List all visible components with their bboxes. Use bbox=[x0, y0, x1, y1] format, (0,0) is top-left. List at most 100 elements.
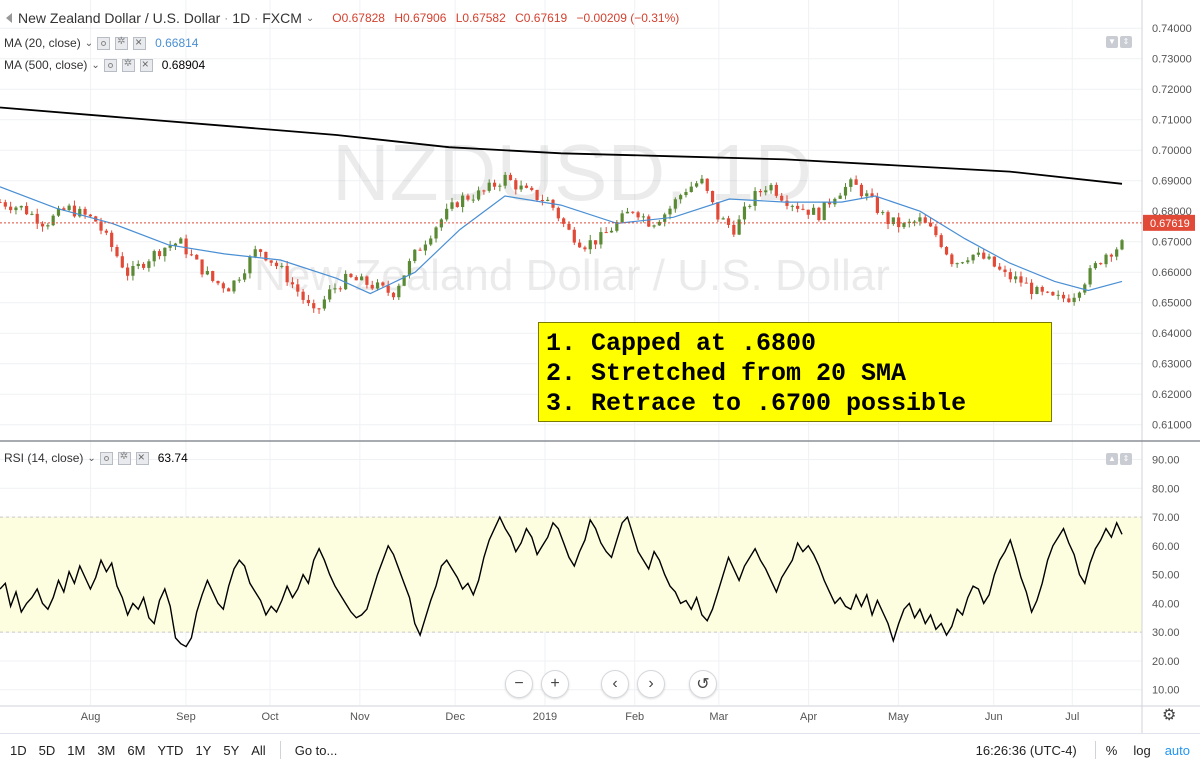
note-line-3: 3. Retrace to .6700 possible bbox=[546, 389, 967, 418]
trade-note[interactable]: 1. Capped at .6800 2. Stretched from 20 … bbox=[538, 322, 1052, 422]
candle-body bbox=[524, 185, 529, 188]
percent-toggle[interactable]: % bbox=[1105, 742, 1118, 758]
rsi-tick-label: 60.00 bbox=[1152, 541, 1180, 553]
visibility-icon[interactable] bbox=[103, 58, 117, 72]
candle-body bbox=[811, 207, 816, 215]
price-pane-controls: ▼ ⇕ bbox=[1106, 36, 1132, 48]
candle-body bbox=[870, 193, 874, 197]
range-6m-button[interactable]: 6M bbox=[127, 742, 146, 758]
goto-button[interactable]: Go to... bbox=[294, 742, 338, 758]
time-tick-label: Nov bbox=[350, 711, 370, 723]
collapse-legend-icon[interactable] bbox=[4, 12, 14, 24]
note-line-1: 1. Capped at .6800 bbox=[546, 329, 817, 358]
range-5d-button[interactable]: 5D bbox=[38, 742, 56, 758]
candle-body bbox=[290, 282, 295, 285]
price-tick-label: 0.67000 bbox=[1152, 237, 1192, 249]
rsi-pane-controls: ▲ ⇕ bbox=[1106, 453, 1132, 465]
candle-body bbox=[306, 299, 311, 304]
candle-body bbox=[1008, 272, 1012, 280]
time-axis[interactable]: Aug Sep Oct Nov Dec 2019 Feb Mar Apr May Jun Jul bbox=[81, 711, 1080, 723]
ma500-label: MA (500, close) bbox=[4, 58, 88, 72]
zoom-out-button[interactable]: − bbox=[505, 670, 533, 698]
maximize-pane-icon[interactable]: ⇕ bbox=[1120, 453, 1132, 465]
rsi-line bbox=[0, 515, 1123, 648]
candle-body bbox=[934, 226, 938, 236]
range-1d-button[interactable]: 1D bbox=[10, 742, 27, 758]
candle-body bbox=[620, 213, 624, 223]
candle-body bbox=[338, 288, 342, 290]
candle-body bbox=[774, 184, 778, 196]
candle-body bbox=[758, 191, 763, 193]
time-tick-label: Oct bbox=[261, 711, 278, 723]
candle-body bbox=[636, 212, 640, 218]
candle-body bbox=[519, 185, 523, 190]
candle-body bbox=[982, 252, 986, 259]
candle-body bbox=[40, 223, 45, 227]
rsi-axis[interactable]: 90.00 80.00 70.00 60.00 50.00 40.00 30.00 20.00… bbox=[1152, 455, 1180, 697]
remove-icon[interactable] bbox=[135, 450, 149, 465]
visibility-icon[interactable] bbox=[99, 451, 113, 465]
candle-body bbox=[349, 273, 353, 278]
candlestick-series bbox=[0, 171, 1124, 314]
chevron-down-icon[interactable]: ⌄ bbox=[305, 12, 315, 24]
chevron-down-icon[interactable]: ⌄ bbox=[91, 59, 100, 71]
settings-icon[interactable] bbox=[121, 58, 135, 72]
range-all-button[interactable]: All bbox=[251, 742, 266, 758]
candle-body bbox=[822, 201, 826, 221]
candle-body bbox=[684, 192, 688, 196]
price-tick-label: 0.62000 bbox=[1152, 389, 1192, 401]
move-up-pane-icon[interactable]: ▲ bbox=[1106, 453, 1118, 465]
clock-display[interactable]: 16:26:36 (UTC-4) bbox=[975, 742, 1077, 758]
range-ytd-button[interactable]: YTD bbox=[157, 742, 184, 758]
candle-body bbox=[1051, 291, 1055, 296]
maximize-pane-icon[interactable]: ⇕ bbox=[1120, 36, 1132, 48]
range-3m-button[interactable]: 3M bbox=[97, 742, 116, 758]
candle-body bbox=[232, 280, 236, 292]
candle-body bbox=[599, 232, 603, 245]
log-toggle[interactable]: log bbox=[1133, 742, 1151, 758]
candle-body bbox=[737, 219, 741, 235]
collapse-pane-icon[interactable]: ▼ bbox=[1106, 36, 1118, 48]
chevron-down-icon[interactable]: ⌄ bbox=[87, 452, 96, 464]
settings-icon[interactable] bbox=[117, 451, 131, 465]
candle-body bbox=[487, 182, 491, 191]
candle-body bbox=[652, 225, 656, 227]
candle-body bbox=[556, 207, 560, 219]
candle-body bbox=[694, 183, 699, 187]
range-5y-button[interactable]: 5Y bbox=[223, 742, 240, 758]
change-value: −0.00209 (−0.31%) bbox=[576, 11, 680, 25]
auto-toggle[interactable]: auto bbox=[1164, 742, 1190, 758]
settings-icon[interactable] bbox=[115, 36, 129, 50]
ma500-legend[interactable]: MA (500, close) ⌄ 0.68904 bbox=[4, 57, 205, 73]
price-axis[interactable]: 0.74000 0.73000 0.72000 0.71000 0.70000 0.690… bbox=[1152, 23, 1192, 432]
ma500-line bbox=[0, 106, 1123, 185]
candle-body bbox=[402, 275, 406, 286]
candle-body bbox=[243, 273, 247, 280]
candle-body bbox=[503, 174, 507, 186]
zoom-in-button[interactable]: + bbox=[541, 670, 569, 698]
remove-icon[interactable] bbox=[139, 57, 153, 72]
ma20-label: MA (20, close) bbox=[4, 36, 81, 50]
candle-body bbox=[461, 195, 465, 208]
scroll-left-button[interactable]: ‹ bbox=[601, 670, 629, 698]
range-1m-button[interactable]: 1M bbox=[67, 742, 86, 758]
scroll-right-button[interactable]: › bbox=[637, 670, 665, 698]
candle-body bbox=[998, 266, 1002, 270]
last-price-tag: 0.67619 bbox=[1143, 214, 1195, 231]
candle-body bbox=[726, 218, 731, 225]
ma20-legend[interactable]: MA (20, close) ⌄ 0.66814 bbox=[4, 35, 198, 51]
symbol-legend[interactable]: New Zealand Dollar / U.S. Dollar · 1D · … bbox=[4, 10, 679, 26]
chart-settings-icon[interactable]: ⚙ bbox=[1162, 707, 1177, 724]
candle-body bbox=[498, 185, 502, 187]
chevron-down-icon[interactable]: ⌄ bbox=[84, 37, 94, 49]
candle-body bbox=[514, 180, 518, 190]
visibility-icon[interactable] bbox=[97, 36, 111, 50]
candle-body bbox=[562, 218, 566, 224]
candle-body bbox=[944, 246, 949, 255]
candle-body bbox=[705, 178, 709, 191]
candle-body bbox=[136, 263, 140, 267]
remove-icon[interactable] bbox=[133, 35, 147, 50]
rsi-legend[interactable]: RSI (14, close) ⌄ 63.74 bbox=[4, 450, 188, 466]
range-1y-button[interactable]: 1Y bbox=[195, 742, 212, 758]
reset-chart-button[interactable]: ↺ bbox=[689, 670, 717, 698]
